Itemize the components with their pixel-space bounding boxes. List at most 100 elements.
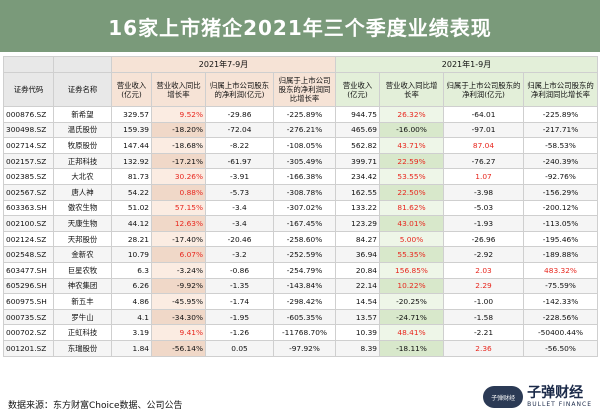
cell-q3-rev: 159.39 bbox=[111, 121, 152, 139]
cell-q3-rev: 54.22 bbox=[111, 183, 152, 201]
cell-name: 新希望 bbox=[53, 106, 112, 123]
cell-ytd-profit: -2.21 bbox=[443, 324, 524, 341]
table-row: 002567.SZ 唐人神 54.22 0.88% -5.73 -308.78% 162.5… bbox=[3, 183, 598, 201]
cell-code: 603363.SH bbox=[3, 199, 54, 217]
cell-name: 正邦科技 bbox=[53, 152, 112, 170]
table-row: 300498.SZ 温氏股份 159.39 -18.20% -72.04 -276.21%… bbox=[3, 121, 598, 139]
cell-q3-profit-yoy: -307.02% bbox=[273, 199, 336, 217]
cell-ytd-rev: 36.94 bbox=[335, 246, 380, 263]
cell-ytd-profit: -97.01 bbox=[443, 121, 524, 139]
cell-ytd-rev-yoy: 48.41% bbox=[379, 324, 444, 341]
cell-q3-profit: -0.86 bbox=[205, 261, 274, 279]
cell-q3-rev-yoy: -18.20% bbox=[151, 121, 206, 139]
cell-name: 巨星农牧 bbox=[53, 261, 112, 279]
cell-q3-profit-yoy: -258.60% bbox=[273, 230, 336, 248]
cell-q3-profit-yoy: -166.38% bbox=[273, 168, 336, 185]
cell-q3-profit: -3.4 bbox=[205, 215, 274, 232]
cell-q3-profit: -5.73 bbox=[205, 183, 274, 201]
cell-ytd-profit: -26.96 bbox=[443, 230, 524, 248]
cell-q3-rev: 4.1 bbox=[111, 308, 152, 326]
cell-code: 002567.SZ bbox=[3, 183, 54, 201]
cell-ytd-rev-yoy: -18.11% bbox=[379, 339, 444, 357]
cell-ytd-profit: 2.29 bbox=[443, 277, 524, 295]
cell-code: 002100.SZ bbox=[3, 215, 54, 232]
cell-q3-profit: -3.4 bbox=[205, 199, 274, 217]
cell-ytd-rev-yoy: 43.01% bbox=[379, 215, 444, 232]
cell-q3-profit-yoy: -108.05% bbox=[273, 137, 336, 154]
cell-q3-rev: 44.12 bbox=[111, 215, 152, 232]
cell-ytd-profit-yoy: -240.39% bbox=[523, 152, 598, 170]
cell-q3-rev-yoy: -9.92% bbox=[151, 277, 206, 295]
cell-q3-profit-yoy: -254.79% bbox=[273, 261, 336, 279]
cell-ytd-profit-yoy: -75.59% bbox=[523, 277, 598, 295]
cell-code: 000876.SZ bbox=[3, 106, 54, 123]
cell-q3-profit: -1.35 bbox=[205, 277, 274, 295]
cell-ytd-profit: -5.03 bbox=[443, 199, 524, 217]
cell-ytd-profit: -1.00 bbox=[443, 293, 524, 310]
group-header-ytd: 2021年1-9月 bbox=[335, 56, 598, 73]
cell-ytd-rev-yoy: 43.71% bbox=[379, 137, 444, 154]
table-row: 002385.SZ 大北农 81.73 30.26% -3.91 -166.38% 234.… bbox=[3, 168, 598, 185]
data-source-note: 数据来源：东方财富Choice数据、公司公告 bbox=[8, 401, 183, 411]
cell-q3-profit-yoy: -11768.70% bbox=[273, 324, 336, 341]
cell-ytd-profit: 87.04 bbox=[443, 137, 524, 154]
cell-q3-profit-yoy: -308.78% bbox=[273, 183, 336, 201]
header-q3-rev: 营业收入(亿元) bbox=[111, 72, 152, 107]
cell-ytd-rev-yoy: 81.62% bbox=[379, 199, 444, 217]
cell-name: 天康生物 bbox=[53, 215, 112, 232]
cell-q3-rev-yoy: -3.24% bbox=[151, 261, 206, 279]
cell-ytd-profit: 2.03 bbox=[443, 261, 524, 279]
logo-text-en: BULLET FINANCE bbox=[527, 401, 592, 408]
cell-q3-profit-yoy: -97.92% bbox=[273, 339, 336, 357]
cell-code: 000702.SZ bbox=[3, 324, 54, 341]
table-row: 000735.SZ 罗牛山 4.1 -34.30% -1.95 -605.35% 13.57… bbox=[3, 308, 598, 326]
cell-ytd-profit: -1.58 bbox=[443, 308, 524, 326]
cell-q3-profit-yoy: -276.21% bbox=[273, 121, 336, 139]
page-title: 16家上市猪企2021年三个季度业绩表现 bbox=[0, 0, 600, 52]
cell-q3-profit: -20.46 bbox=[205, 230, 274, 248]
cell-q3-rev: 6.26 bbox=[111, 277, 152, 295]
cell-name: 神农集团 bbox=[53, 277, 112, 295]
brand-logo: 子弹财经 子弹财经 BULLET FINANCE bbox=[483, 386, 592, 408]
header-ytd-profit: 归属于上市公司股东的净利润(亿元) bbox=[443, 72, 524, 107]
table-row: 002548.SZ 金新农 10.79 6.07% -3.2 -252.59% 36.94 5… bbox=[3, 246, 598, 263]
cell-q3-profit: -72.04 bbox=[205, 121, 274, 139]
cell-ytd-profit-yoy: -113.05% bbox=[523, 215, 598, 232]
corner-blank bbox=[53, 56, 112, 73]
cell-ytd-profit: -76.27 bbox=[443, 152, 524, 170]
cell-code: 002124.SZ bbox=[3, 230, 54, 248]
cell-code: 300498.SZ bbox=[3, 121, 54, 139]
cell-name: 大北农 bbox=[53, 168, 112, 185]
cell-q3-profit-yoy: -167.45% bbox=[273, 215, 336, 232]
cell-ytd-profit-yoy: -200.12% bbox=[523, 199, 598, 217]
cell-ytd-profit-yoy: -58.53% bbox=[523, 137, 598, 154]
cell-code: 603477.SH bbox=[3, 261, 54, 279]
table-row: 002157.SZ 正邦科技 132.92 -17.21% -61.97 -305.49%… bbox=[3, 152, 598, 170]
cell-q3-profit: -29.86 bbox=[205, 106, 274, 123]
cell-name: 天邦股份 bbox=[53, 230, 112, 248]
cell-q3-profit-yoy: -298.42% bbox=[273, 293, 336, 310]
cell-ytd-rev: 465.69 bbox=[335, 121, 380, 139]
cell-code: 000735.SZ bbox=[3, 308, 54, 326]
cell-q3-rev-yoy: 30.26% bbox=[151, 168, 206, 185]
cell-q3-rev-yoy: -56.14% bbox=[151, 339, 206, 357]
table-row: 000876.SZ 新希望 329.57 9.52% -29.86 -225.89% 944… bbox=[3, 106, 598, 123]
cell-q3-rev: 28.21 bbox=[111, 230, 152, 248]
cell-q3-rev: 147.44 bbox=[111, 137, 152, 154]
cell-ytd-profit-yoy: -142.33% bbox=[523, 293, 598, 310]
cell-ytd-rev: 14.54 bbox=[335, 293, 380, 310]
cell-name: 唐人神 bbox=[53, 183, 112, 201]
cell-q3-rev-yoy: 9.52% bbox=[151, 106, 206, 123]
cell-name: 正虹科技 bbox=[53, 324, 112, 341]
cell-q3-rev: 1.84 bbox=[111, 339, 152, 357]
header-name: 证券名称 bbox=[53, 72, 112, 107]
cell-q3-rev-yoy: 12.63% bbox=[151, 215, 206, 232]
logo-text-cn: 子弹财经 bbox=[527, 385, 584, 401]
group-header-q3: 2021年7-9月 bbox=[111, 56, 336, 73]
table-row: 002714.SZ 牧原股份 147.44 -18.68% -8.22 -108.05% 5… bbox=[3, 137, 598, 154]
cell-ytd-rev-yoy: -20.25% bbox=[379, 293, 444, 310]
cell-ytd-profit: -2.92 bbox=[443, 246, 524, 263]
cell-ytd-rev-yoy: 53.55% bbox=[379, 168, 444, 185]
cell-ytd-rev: 8.39 bbox=[335, 339, 380, 357]
cell-ytd-rev: 22.14 bbox=[335, 277, 380, 295]
